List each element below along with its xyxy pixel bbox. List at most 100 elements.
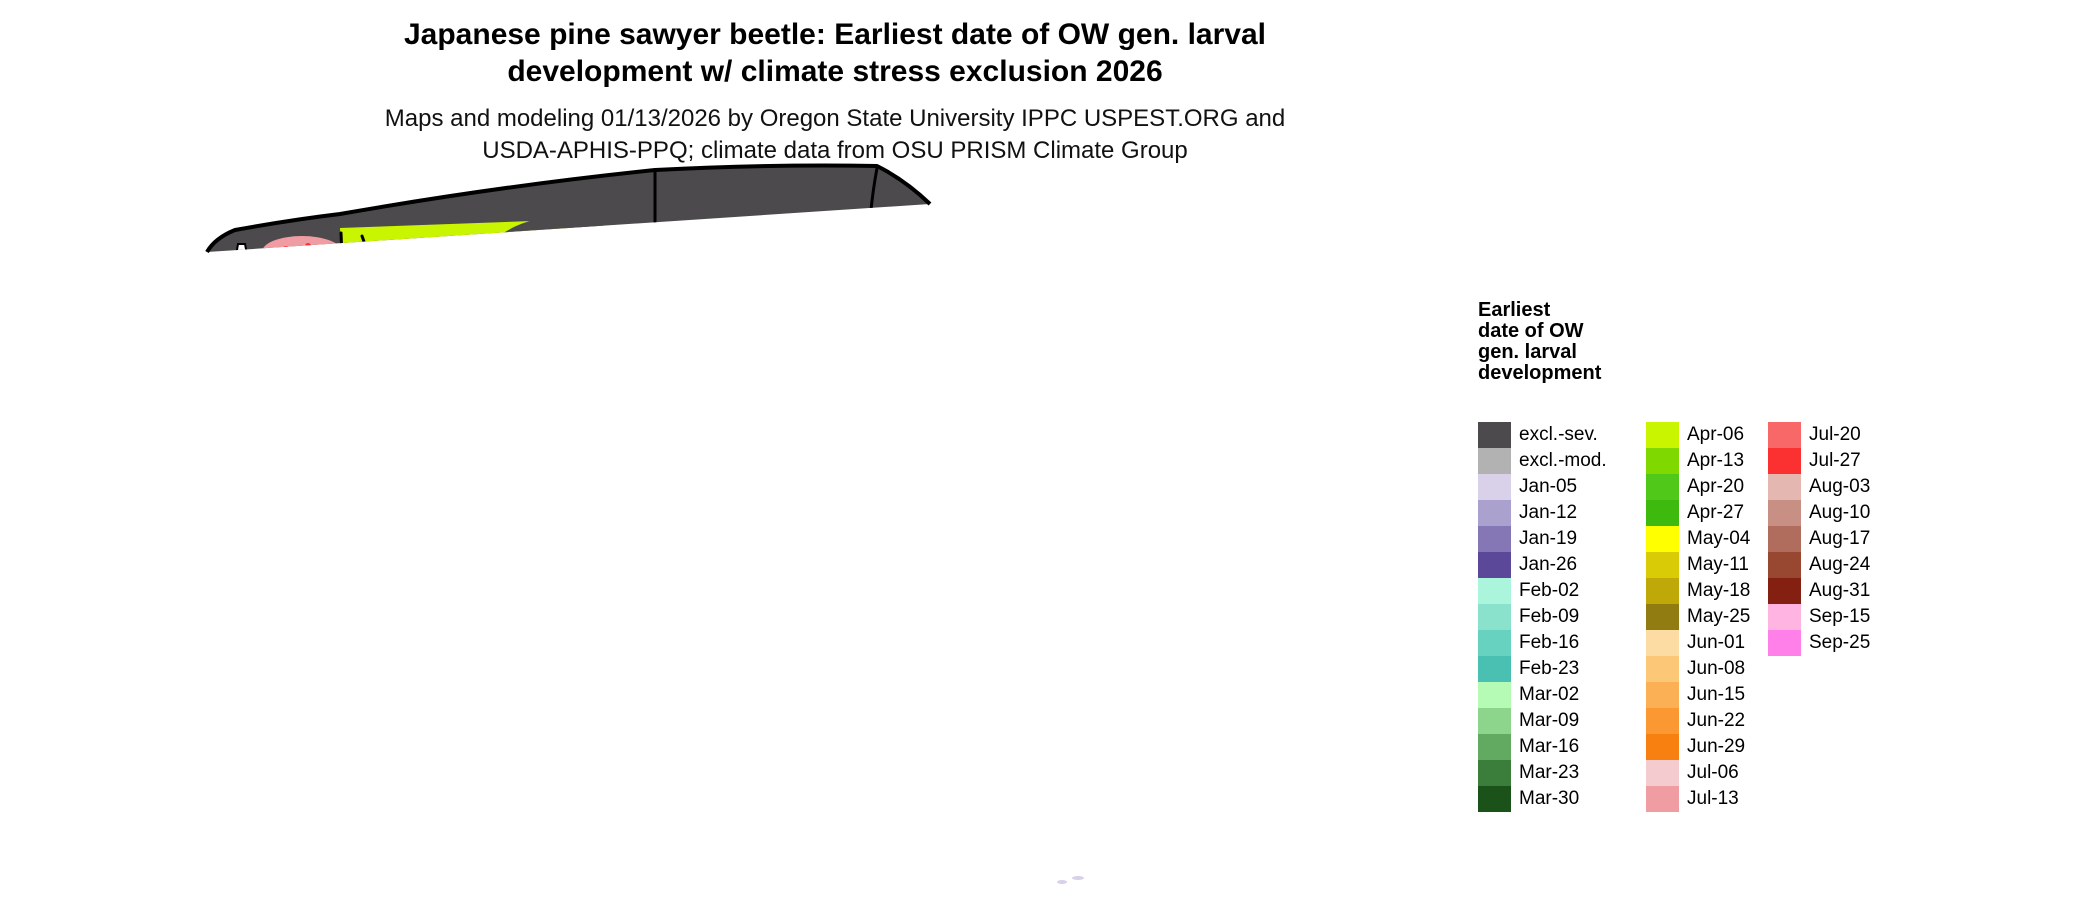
legend-swatch <box>1478 656 1511 682</box>
legend-swatch <box>1478 422 1511 448</box>
patch-desert-dark <box>332 625 368 645</box>
patch-maine-coast-gray <box>1378 308 1429 363</box>
patch-snake-plain <box>360 420 538 460</box>
map-title-line-1: Japanese pine sawyer beetle: Earliest da… <box>403 18 1266 51</box>
patch-west-texas-teal <box>645 654 755 710</box>
legend-label: May-04 <box>1687 528 1751 549</box>
legend-label: May-18 <box>1687 580 1751 601</box>
patch-basin-range <box>454 470 474 550</box>
patch-yellowstone <box>495 360 585 436</box>
legend-swatch <box>1478 604 1511 630</box>
great-salt-lake <box>477 445 507 465</box>
legend-label: Jul-20 <box>1809 424 1861 445</box>
legend-row: Mar-30 <box>1478 786 1607 812</box>
legend-label: Apr-27 <box>1687 502 1745 523</box>
legend-label: Aug-24 <box>1809 554 1871 575</box>
patch-basin-range <box>420 474 444 562</box>
legend-label: Mar-02 <box>1519 684 1580 705</box>
patch-willamette <box>230 320 241 440</box>
patch-tan-highland <box>360 372 420 408</box>
band-apr20 <box>170 507 1470 892</box>
us-outline <box>205 163 932 254</box>
band-mar30 <box>170 599 1470 892</box>
long-island <box>1290 443 1345 466</box>
legend-swatch <box>1646 656 1679 682</box>
legend-row: Aug-17 <box>1768 526 1870 552</box>
legend-swatch <box>1478 786 1511 812</box>
legend-swatch <box>1768 448 1801 474</box>
band-feb23 <box>170 673 1470 892</box>
legend-label: Aug-17 <box>1809 528 1871 549</box>
legend-swatch <box>1646 682 1679 708</box>
patch-north-cascades <box>262 236 342 252</box>
legend-swatch <box>1478 526 1511 552</box>
patch-black-hills <box>673 331 699 353</box>
patch-sierra-crest <box>311 568 329 628</box>
legend-swatch <box>1646 604 1679 630</box>
legend-row: Jun-08 <box>1646 656 1750 682</box>
legend-swatch <box>1646 474 1679 500</box>
patch-adirondacks <box>1259 357 1285 379</box>
legend-label: Aug-03 <box>1809 476 1871 497</box>
legend-row: Jul-27 <box>1768 448 1870 474</box>
map-raster <box>170 165 1470 892</box>
legend-label: Feb-09 <box>1519 606 1580 627</box>
legend-swatch <box>1768 474 1801 500</box>
patch-az-dark <box>487 657 543 679</box>
legend-row: Aug-31 <box>1768 578 1870 604</box>
band-mar02 <box>170 663 1470 892</box>
legend-swatch <box>1646 448 1679 474</box>
legend-label: Jan-12 <box>1519 502 1578 523</box>
legend-row: Jan-05 <box>1478 474 1607 500</box>
legend-label: Aug-10 <box>1809 502 1871 523</box>
map-title-line-2: development w/ climate stress exclusion … <box>507 55 1163 88</box>
map-subtitle-line-2: USDA-APHIS-PPQ; climate data from OSU PR… <box>482 137 1188 164</box>
legend-label: Jul-27 <box>1809 450 1861 471</box>
legend-row: Jul-20 <box>1768 422 1870 448</box>
puget-sound <box>234 243 252 252</box>
legend-row: Jul-06 <box>1646 760 1750 786</box>
legend-row: Jun-29 <box>1646 734 1750 760</box>
patch-adirondacks-fringe <box>1247 348 1299 392</box>
legend-row: Apr-06 <box>1646 422 1750 448</box>
legend-column-1: excl.-sev. excl.-mod. Jan-05 Jan-12 Jan-19 Ja… <box>1478 422 1607 812</box>
legend-swatch <box>1478 760 1511 786</box>
patch-desert-dark <box>392 629 452 655</box>
legend-label: Feb-16 <box>1519 632 1580 653</box>
patch-idaho-core <box>397 274 453 310</box>
legend-label: excl.-mod. <box>1519 450 1607 471</box>
legend-swatch <box>1478 578 1511 604</box>
patch-central-valley <box>254 555 308 652</box>
legend-swatch <box>1646 552 1679 578</box>
patch-az-lavender <box>497 631 593 679</box>
patch-michigan-olive <box>1022 427 1092 507</box>
patch-appalachian-ridge <box>1145 465 1198 530</box>
legend-label: Mar-23 <box>1519 762 1580 783</box>
legend-row: Apr-27 <box>1646 500 1750 526</box>
patch-az-northeast <box>522 582 598 614</box>
patch-idaho-batholith <box>363 258 473 342</box>
map-subtitle: Maps and modeling 01/13/2026 by Oregon S… <box>0 103 1670 167</box>
legend-swatch <box>1768 526 1801 552</box>
us-map <box>170 163 1470 892</box>
patch-wyoming-tan <box>565 407 635 443</box>
patch-black-hills-ring <box>666 326 710 362</box>
patch-columbia-basin <box>303 257 387 313</box>
legend-swatch <box>1646 526 1679 552</box>
map-container <box>170 163 1470 892</box>
great-lakes <box>234 243 507 465</box>
patch-nm-yellow <box>654 616 682 656</box>
legend-label: Jul-13 <box>1687 788 1739 809</box>
legend-label: Apr-13 <box>1687 450 1745 471</box>
legend-swatch <box>1478 448 1511 474</box>
legend-label: Feb-02 <box>1519 580 1580 601</box>
band-feb16 <box>170 682 1470 892</box>
patch-intermountain-base <box>340 220 655 252</box>
legend-row: Sep-15 <box>1768 604 1870 630</box>
legend-row: Feb-23 <box>1478 656 1607 682</box>
legend-label: Jul-06 <box>1687 762 1739 783</box>
patch-mt-rockies <box>480 217 640 252</box>
patch-west-texas-mint <box>700 678 790 722</box>
legend-swatch <box>1768 500 1801 526</box>
